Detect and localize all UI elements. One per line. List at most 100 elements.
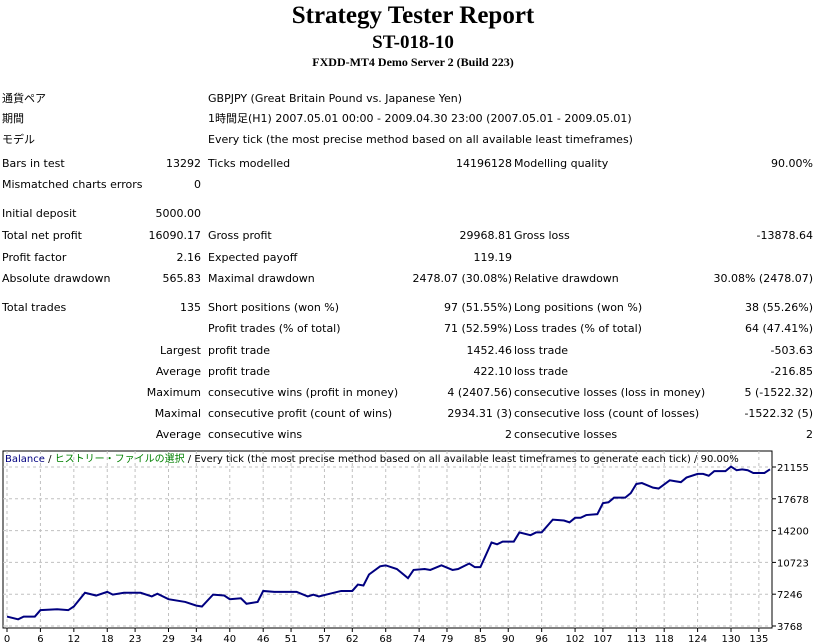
stat-value: Maximal xyxy=(154,407,201,420)
x-tick-label: 74 xyxy=(413,634,426,644)
stat-value: -13878.64 xyxy=(756,229,813,242)
stat-label: Long positions (won %) xyxy=(514,301,643,314)
stat-label: consecutive profit (count of wins) xyxy=(208,407,393,420)
stat-label: Total net profit xyxy=(2,229,82,242)
x-tick-label: 113 xyxy=(627,634,646,644)
stat-value: 2 xyxy=(505,428,512,441)
y-tick-label: 10723 xyxy=(777,558,809,569)
x-tick-label: 12 xyxy=(67,634,80,644)
y-tick-label: 14200 xyxy=(777,527,809,538)
x-tick-label: 6 xyxy=(37,634,43,644)
stat-label: consecutive losses (loss in money) xyxy=(514,386,706,399)
stat-label: Short positions (won %) xyxy=(208,301,340,314)
stat-value: 4 (2407.56) xyxy=(447,386,512,399)
stat-label: profit trade xyxy=(208,365,271,378)
stat-value: 38 (55.26%) xyxy=(744,301,813,314)
x-tick-label: 102 xyxy=(566,634,585,644)
stat-value: 71 (52.59%) xyxy=(443,322,512,335)
info-row: モデル Every tick (the most precise method b… xyxy=(0,132,826,148)
info-label: モデル xyxy=(2,133,35,146)
stat-value: 565.83 xyxy=(162,272,202,285)
x-tick-label: 57 xyxy=(318,634,331,644)
stat-row: Maximum consecutive wins (profit in money… xyxy=(0,385,826,401)
y-tick-label: 3768 xyxy=(777,622,802,633)
stat-row: Total net profit 16090.17 Gross profit 2996… xyxy=(0,228,826,244)
stat-row: Profit trades (% of total) 71 (52.59%) Los… xyxy=(0,321,826,337)
y-tick-label: 7246 xyxy=(777,590,802,601)
stat-value: 0 xyxy=(194,178,201,191)
info-value: Every tick (the most precise method base… xyxy=(208,133,633,146)
info-label: 通貨ペア xyxy=(2,92,46,105)
stat-label: Total trades xyxy=(2,301,67,314)
stat-value: 30.08% (2478.07) xyxy=(713,272,813,285)
stat-value: 29968.81 xyxy=(459,229,513,242)
x-tick-label: 46 xyxy=(257,634,270,644)
stat-label: consecutive losses xyxy=(514,428,618,441)
stat-label: Loss trades (% of total) xyxy=(514,322,642,335)
stat-value: 2934.31 (3) xyxy=(447,407,512,420)
stat-value: Average xyxy=(155,428,201,441)
balance-chart: 3768 7246 10723 14200 17678 21155 0 6 12 18 23 29 34… xyxy=(2,450,809,644)
x-tick-label: 51 xyxy=(285,634,298,644)
stat-label: consecutive wins (profit in money) xyxy=(208,386,399,399)
stat-label: consecutive loss (count of losses) xyxy=(514,407,700,420)
stat-label: Bars in test xyxy=(2,157,65,170)
stat-label: Absolute drawdown xyxy=(2,272,111,285)
stat-row: Maximal consecutive profit (count of wins… xyxy=(0,406,826,422)
stat-row: Total trades 135 Short positions (won %) 97… xyxy=(0,300,826,316)
legend-series: Balance xyxy=(5,454,45,465)
x-tick-label: 79 xyxy=(441,634,454,644)
stat-value: 90.00% xyxy=(771,157,813,170)
x-tick-label: 135 xyxy=(749,634,768,644)
stat-label: loss trade xyxy=(514,344,569,357)
stat-label: Gross profit xyxy=(208,229,272,242)
stat-value: 135 xyxy=(180,301,201,314)
stat-label: Gross loss xyxy=(514,229,570,242)
stat-label: consecutive wins xyxy=(208,428,303,441)
x-tick-label: 124 xyxy=(688,634,707,644)
plot-area xyxy=(2,450,773,629)
legend-sep: / xyxy=(45,454,55,465)
stat-row: Average consecutive wins 2 consecutive loss… xyxy=(0,427,826,443)
stat-value: 2478.07 (30.08%) xyxy=(412,272,512,285)
stat-row: Bars in test 13292 Ticks modelled 14196128 M… xyxy=(0,156,826,172)
balance-line xyxy=(6,465,771,621)
stat-row: Mismatched charts errors 0 xyxy=(0,177,826,193)
info-row: 期間 1時間足(H1) 2007.05.01 00:00 - 2009.04.30… xyxy=(0,111,826,127)
stat-label: loss trade xyxy=(514,365,569,378)
info-value: 1時間足(H1) 2007.05.01 00:00 - 2009.04.30 2… xyxy=(208,112,632,125)
stat-value: 16090.17 xyxy=(148,229,202,242)
report-title: Strategy Tester Report xyxy=(291,2,535,29)
stat-label: Profit factor xyxy=(2,251,67,264)
stat-value: 64 (47.41%) xyxy=(744,322,813,335)
x-tick-label: 23 xyxy=(129,634,142,644)
stat-label: Profit trades (% of total) xyxy=(208,322,341,335)
x-tick-label: 34 xyxy=(190,634,203,644)
legend-sep: / xyxy=(691,454,701,465)
stat-value: Largest xyxy=(160,344,201,357)
stat-value: Maximum xyxy=(146,386,201,399)
stat-value: 5000.00 xyxy=(155,207,202,220)
x-tick-label: 40 xyxy=(223,634,236,644)
stat-row: Initial deposit 5000.00 xyxy=(0,206,826,222)
chart-legend: Balance / ヒストリー・ファイルの選択 / Every tick (th… xyxy=(5,452,739,465)
stat-value: 422.10 xyxy=(473,365,513,378)
stat-value: 2 xyxy=(806,428,813,441)
stat-value: -216.85 xyxy=(770,365,813,378)
x-tick-label: 90 xyxy=(502,634,515,644)
x-tick-label: 107 xyxy=(593,634,612,644)
report-code: ST-018-10 xyxy=(372,32,454,53)
stat-value: -503.63 xyxy=(770,344,813,357)
legend-sep: / xyxy=(185,454,195,465)
stat-value: 97 (51.55%) xyxy=(443,301,512,314)
legend-source: ヒストリー・ファイルの選択 xyxy=(55,452,185,465)
x-tick-label: 130 xyxy=(721,634,740,644)
x-tick-label: 18 xyxy=(101,634,114,644)
stat-label: Mismatched charts errors xyxy=(2,178,143,191)
legend-quality: 90.00% xyxy=(701,454,739,465)
info-value: GBPJPY (Great Britain Pound vs. Japanese… xyxy=(208,92,463,105)
x-tick-label: 68 xyxy=(379,634,392,644)
stat-value: 5 (-1522.32) xyxy=(744,386,813,399)
x-tick-label: 0 xyxy=(4,634,10,644)
x-tick-label: 96 xyxy=(535,634,548,644)
